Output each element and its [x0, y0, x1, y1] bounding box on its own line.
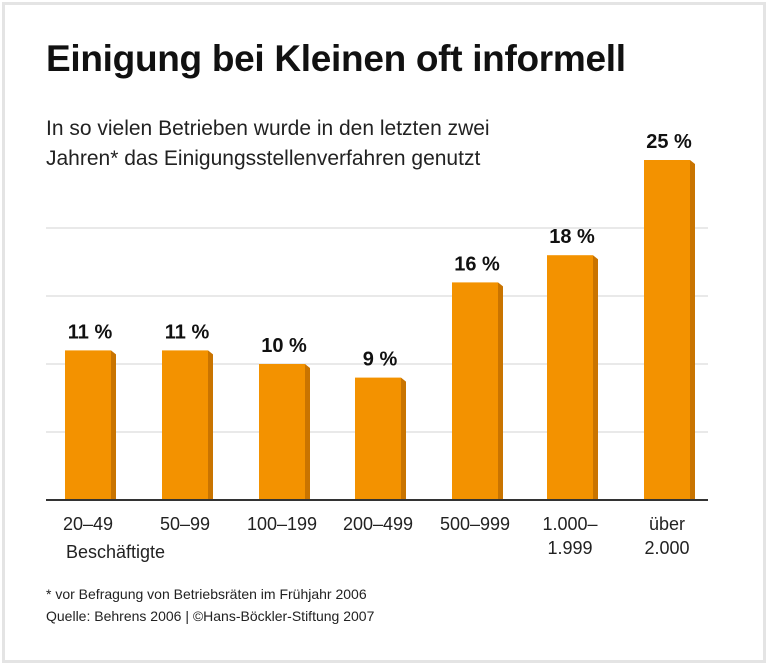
bar-side — [111, 350, 116, 500]
source-line: Quelle: Behrens 2006 | ©Hans-Böckler-Sti… — [46, 608, 375, 624]
bar — [162, 350, 208, 500]
data-label: 10 % — [261, 335, 307, 357]
bar-side — [498, 282, 503, 500]
data-label: 9 % — [363, 349, 398, 371]
data-label: 25 % — [646, 131, 692, 153]
bar-side — [208, 350, 213, 500]
data-label: 11 % — [165, 321, 210, 343]
tick-label: 50–99 — [160, 514, 210, 534]
tick-label: 1.000– — [542, 514, 597, 534]
tick-label: 1.999 — [547, 538, 592, 558]
tick-label: 100–199 — [247, 514, 317, 534]
data-label: 16 % — [454, 253, 500, 275]
bar-side — [690, 160, 695, 500]
tick-label: 2.000 — [644, 538, 689, 558]
bar — [644, 160, 690, 500]
data-label: 11 % — [68, 321, 113, 343]
bar — [259, 364, 305, 500]
bar — [452, 282, 498, 500]
tick-label: 200–499 — [343, 514, 413, 534]
chart-subtitle: In so vielen Betrieben wurde in den letz… — [46, 117, 490, 170]
bar-side — [593, 255, 598, 500]
bar-side — [401, 377, 406, 500]
x-axis-label: Beschäftigte — [66, 542, 165, 562]
chart-title: Einigung bei Kleinen oft informell — [46, 38, 626, 79]
bar — [355, 377, 401, 500]
bar-side — [305, 364, 310, 500]
bar — [547, 255, 593, 500]
footnote: * vor Befragung von Betriebsräten im Frü… — [46, 586, 367, 602]
tick-label: 20–49 — [63, 514, 113, 534]
tick-label: 500–999 — [440, 514, 510, 534]
tick-label: über — [649, 514, 685, 534]
bar — [65, 350, 111, 500]
data-label: 18 % — [549, 226, 595, 248]
